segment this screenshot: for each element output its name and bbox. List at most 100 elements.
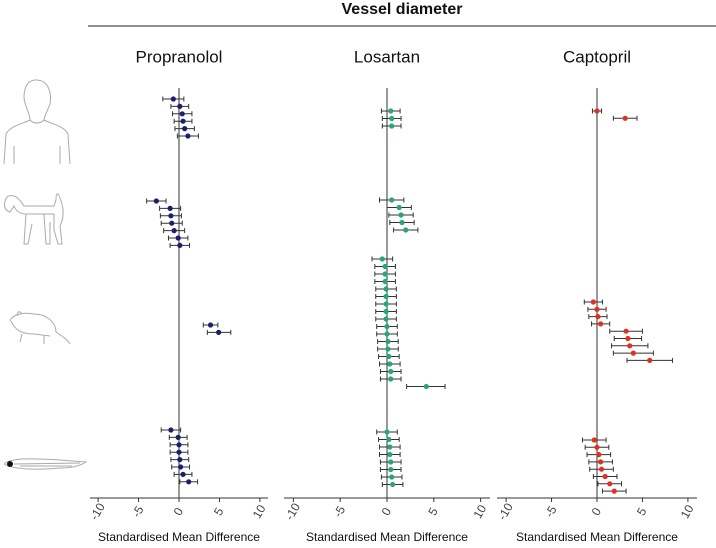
point bbox=[207, 322, 214, 328]
point bbox=[180, 471, 186, 477]
x-tick-label: -10 bbox=[495, 500, 516, 522]
panel-title: Propranolol bbox=[136, 47, 223, 66]
point bbox=[388, 459, 394, 465]
point bbox=[389, 123, 395, 129]
chart-title: Vessel diameter bbox=[342, 1, 463, 18]
point bbox=[384, 331, 390, 337]
point bbox=[383, 308, 389, 315]
panel-title: Losartan bbox=[354, 47, 420, 66]
x-tick-label: -5 bbox=[542, 503, 560, 520]
point bbox=[171, 228, 177, 234]
point bbox=[176, 449, 182, 455]
point bbox=[387, 444, 393, 450]
point bbox=[182, 126, 188, 132]
point bbox=[602, 473, 608, 480]
zebrafish-icon bbox=[3, 458, 88, 470]
point bbox=[611, 488, 617, 494]
x-tick-label: 0 bbox=[379, 505, 395, 518]
point bbox=[607, 481, 613, 487]
point bbox=[170, 96, 176, 102]
x-tick-label: -5 bbox=[331, 503, 349, 520]
point bbox=[175, 235, 181, 241]
x-tick-label: 5 bbox=[211, 505, 227, 518]
point bbox=[178, 464, 184, 470]
point bbox=[169, 220, 175, 226]
x-axis-label: Standardised Mean Difference bbox=[98, 530, 260, 544]
point bbox=[177, 457, 183, 463]
x-tick-label: 5 bbox=[634, 505, 650, 518]
x-tick-label: 5 bbox=[425, 505, 441, 518]
point bbox=[396, 204, 402, 211]
point bbox=[389, 115, 395, 122]
point bbox=[383, 316, 389, 322]
point bbox=[385, 338, 391, 345]
point bbox=[167, 205, 173, 211]
point bbox=[647, 357, 653, 363]
x-axis-label: Standardised Mean Difference bbox=[516, 530, 678, 544]
point bbox=[390, 481, 396, 488]
point bbox=[598, 459, 604, 465]
point bbox=[176, 442, 182, 448]
point bbox=[168, 213, 174, 219]
point bbox=[630, 350, 636, 356]
point bbox=[383, 301, 389, 307]
point bbox=[591, 437, 597, 443]
point bbox=[388, 376, 394, 382]
x-tick-label: 10 bbox=[678, 502, 697, 521]
point bbox=[622, 115, 628, 121]
rat-icon bbox=[9, 311, 71, 345]
point bbox=[175, 434, 181, 440]
point bbox=[386, 436, 392, 443]
point bbox=[383, 286, 389, 292]
point bbox=[186, 479, 192, 485]
point bbox=[398, 212, 404, 218]
point bbox=[594, 444, 600, 450]
point bbox=[627, 343, 633, 349]
point bbox=[385, 346, 391, 352]
point bbox=[177, 103, 183, 109]
point bbox=[382, 278, 388, 285]
point bbox=[594, 108, 600, 114]
point bbox=[386, 353, 392, 360]
panel-title: Captopril bbox=[563, 47, 631, 66]
point bbox=[388, 108, 394, 114]
dog-icon bbox=[4, 193, 64, 245]
point bbox=[625, 335, 631, 342]
x-tick-label: -10 bbox=[87, 500, 108, 522]
point bbox=[595, 314, 601, 320]
point bbox=[388, 368, 394, 375]
point bbox=[382, 263, 388, 270]
point bbox=[180, 118, 186, 124]
point bbox=[384, 323, 390, 330]
x-tick-label: -10 bbox=[282, 500, 303, 522]
x-tick-label: 10 bbox=[471, 502, 490, 521]
point bbox=[590, 299, 596, 305]
point bbox=[423, 383, 429, 390]
point bbox=[387, 451, 393, 458]
point bbox=[403, 227, 409, 233]
point bbox=[594, 306, 600, 312]
point bbox=[623, 328, 629, 334]
point bbox=[168, 427, 174, 433]
x-tick-label: -5 bbox=[129, 503, 147, 520]
x-tick-label: 0 bbox=[589, 505, 605, 518]
point bbox=[379, 256, 385, 262]
point bbox=[153, 198, 159, 204]
point bbox=[389, 197, 395, 203]
x-axis-label: Standardised Mean Difference bbox=[306, 530, 468, 544]
point bbox=[384, 429, 390, 435]
x-tick-label: 10 bbox=[250, 502, 269, 521]
point bbox=[177, 242, 183, 248]
point bbox=[399, 219, 405, 226]
point bbox=[382, 271, 388, 277]
point bbox=[598, 466, 605, 472]
point bbox=[216, 329, 222, 335]
point bbox=[598, 321, 604, 327]
point bbox=[383, 293, 389, 300]
x-tick-label: 0 bbox=[171, 505, 187, 518]
point bbox=[185, 133, 191, 139]
point bbox=[387, 361, 393, 367]
point bbox=[388, 466, 394, 473]
